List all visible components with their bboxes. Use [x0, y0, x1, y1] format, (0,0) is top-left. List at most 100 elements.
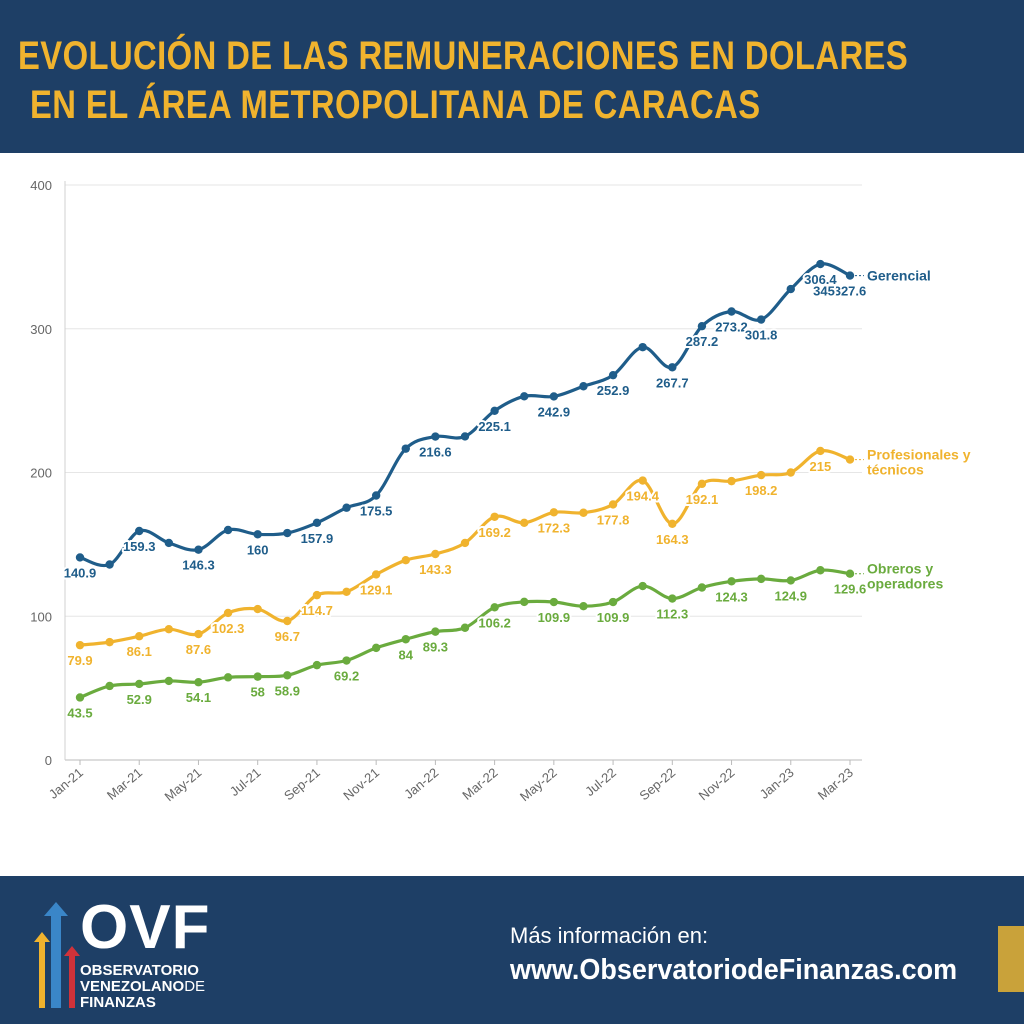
legend-label: técnicos — [867, 462, 924, 478]
data-label: 164.3 — [656, 532, 689, 547]
data-label-halo: 86.1 — [127, 644, 152, 659]
logo-ovf: OVF — [80, 893, 211, 962]
data-point — [312, 660, 322, 670]
data-label: 109.9 — [538, 610, 571, 625]
x-tick-label: Nov-22 — [696, 765, 738, 803]
data-label-halo: 112.3 — [656, 607, 688, 622]
data-point — [105, 637, 114, 647]
data-point — [164, 624, 174, 634]
y-tick-label: 0 — [45, 753, 52, 768]
data-point — [312, 590, 322, 600]
data-point — [431, 627, 440, 636]
data-label: 89.3 — [423, 640, 448, 655]
data-label-halo: 143.3 — [419, 562, 452, 577]
data-label: 58.9 — [275, 683, 300, 698]
data-point — [283, 671, 292, 680]
data-label-halo: 89.3 — [423, 640, 448, 655]
data-label: 129.1 — [360, 582, 393, 597]
data-point — [697, 321, 707, 331]
data-point — [579, 508, 588, 517]
data-label: 192.1 — [686, 492, 719, 507]
data-label: 160 — [247, 542, 269, 557]
data-label-halo: 129.6 — [834, 582, 867, 597]
data-point — [816, 259, 825, 269]
data-label-halo: 43.5 — [67, 705, 92, 720]
data-point — [342, 503, 351, 512]
data-label: 112.3 — [656, 607, 688, 622]
data-label: 52.9 — [127, 692, 152, 707]
ovf-logo: OVF OBSERVATORIO VENEZOLANODE FINANZAS — [34, 893, 244, 1011]
header-banner: EVOLUCIÓN DE LAS REMUNERACIONES EN DOLAR… — [0, 0, 1024, 153]
data-label-halo: 169.2 — [478, 525, 511, 540]
data-label-halo: 216.6 — [419, 445, 452, 460]
data-label: 225.1 — [478, 419, 511, 434]
data-point — [579, 601, 588, 611]
data-point — [608, 597, 618, 607]
data-point — [342, 656, 351, 665]
data-point — [549, 392, 559, 401]
data-label-halo: 159.3 — [123, 539, 156, 554]
data-label: 215 — [810, 459, 832, 474]
data-label-halo: 109.9 — [538, 610, 571, 625]
x-tick-label: May-21 — [162, 765, 205, 804]
legend-label: Gerencial — [867, 268, 931, 284]
data-label: 273.2 — [715, 320, 748, 335]
data-label: 252.9 — [597, 383, 630, 398]
data-label: 84 — [399, 647, 414, 662]
data-label: 169.2 — [478, 525, 511, 540]
data-point — [312, 518, 322, 528]
data-point — [342, 587, 351, 597]
data-label-halo: 273.2 — [715, 320, 748, 335]
x-tick-label: Mar-22 — [459, 765, 500, 803]
data-label-halo: 87.6 — [186, 642, 211, 657]
data-point — [164, 676, 174, 686]
data-label: 175.5 — [360, 504, 393, 519]
y-tick-label: 400 — [30, 178, 52, 193]
data-label-halo: 345 — [813, 284, 835, 299]
data-label: 102.3 — [212, 621, 245, 636]
data-point — [371, 643, 381, 653]
data-point — [756, 574, 766, 584]
data-label-halo: 215 — [810, 459, 832, 474]
website-link[interactable]: www.ObservatoriodeFinanzas.com — [510, 954, 958, 986]
data-label: 87.6 — [186, 642, 211, 657]
x-tick-label: Sep-22 — [636, 765, 678, 803]
data-label-halo: 58 — [250, 685, 264, 700]
data-point — [223, 608, 233, 618]
x-tick-label: Jan-23 — [757, 765, 797, 802]
x-tick-label: Jul-21 — [227, 765, 264, 799]
data-point — [520, 392, 529, 401]
data-point — [135, 679, 144, 689]
footer-accent-bar — [998, 926, 1024, 992]
data-point — [431, 549, 440, 559]
data-label: 109.9 — [597, 610, 630, 625]
data-point — [638, 581, 647, 591]
data-label-halo: 129.1 — [360, 582, 393, 597]
data-label: 86.1 — [127, 644, 152, 659]
data-label-halo: 267.7 — [656, 375, 689, 390]
data-label-halo: 192.1 — [686, 492, 719, 507]
data-label-halo: 160 — [247, 542, 269, 557]
data-point — [490, 603, 499, 612]
data-label: 69.2 — [334, 669, 359, 684]
data-point — [638, 476, 647, 485]
data-label: 216.6 — [419, 445, 452, 460]
data-label-halo: 96.7 — [275, 629, 300, 644]
data-point — [786, 468, 795, 477]
data-point — [490, 512, 499, 521]
data-point — [786, 284, 795, 294]
data-label: 159.3 — [123, 539, 156, 554]
data-point — [608, 500, 618, 509]
data-point — [194, 678, 203, 687]
data-label-halo: 287.2 — [686, 334, 719, 349]
data-point — [75, 693, 85, 702]
logo-line-3: FINANZAS — [80, 994, 156, 1011]
x-tick-label: Sep-21 — [281, 765, 323, 803]
logo-line-1: OBSERVATORIO — [80, 962, 199, 979]
data-label-halo: 327.6 — [834, 284, 867, 299]
data-point — [638, 342, 647, 352]
data-point — [845, 455, 855, 464]
data-point — [756, 470, 766, 480]
data-label: 301.8 — [745, 328, 778, 343]
data-point — [164, 538, 174, 548]
